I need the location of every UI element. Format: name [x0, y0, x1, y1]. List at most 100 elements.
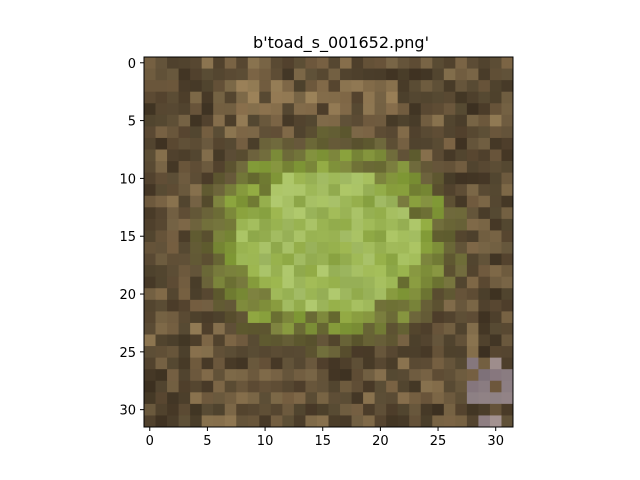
image-pixel: [466, 126, 479, 139]
image-pixel: [190, 218, 203, 231]
image-pixel: [293, 288, 306, 301]
image-pixel: [144, 276, 156, 289]
image-pixel: [351, 172, 364, 185]
image-pixel: [201, 230, 214, 243]
image-pixel: [293, 403, 306, 416]
image-pixel: [489, 137, 502, 150]
image-pixel: [201, 357, 214, 370]
image-pixel: [167, 80, 179, 93]
image-pixel: [167, 380, 179, 393]
image-pixel: [282, 103, 295, 116]
image-pixel: [316, 322, 329, 335]
image-pixel: [259, 357, 272, 370]
image-pixel: [316, 299, 329, 312]
image-pixel: [409, 126, 422, 139]
image-pixel: [328, 322, 341, 335]
image-pixel: [167, 172, 179, 185]
image-pixel: [305, 57, 318, 69]
image-pixel: [340, 218, 352, 231]
image-pixel: [305, 276, 318, 289]
image-pixel: [247, 265, 260, 278]
image-pixel: [501, 403, 514, 416]
image-pixel: [213, 380, 226, 393]
image-pixel: [270, 137, 283, 150]
image-pixel: [190, 322, 203, 335]
image-pixel: [374, 265, 387, 278]
image-pixel: [178, 265, 191, 278]
image-pixel: [236, 126, 249, 139]
image-pixel: [489, 403, 502, 416]
image-pixel: [178, 172, 191, 185]
image-pixel: [178, 415, 191, 428]
image-pixel: [190, 80, 203, 93]
image-pixel: [224, 242, 237, 254]
image-pixel: [478, 242, 491, 254]
image-pixel: [270, 91, 283, 104]
image-pixel: [305, 80, 318, 93]
image-pixel: [455, 126, 468, 139]
image-pixel: [501, 161, 514, 174]
image-pixel: [432, 114, 445, 127]
image-pixel: [432, 57, 445, 69]
image-pixel: [386, 137, 399, 150]
image-pixel: [247, 126, 260, 139]
image-pixel: [305, 114, 318, 127]
image-pixel: [328, 369, 341, 382]
image-pixel: [409, 103, 422, 116]
image-pixel: [167, 288, 179, 301]
image-pixel: [386, 369, 399, 382]
image-pixel: [455, 242, 468, 254]
image-pixel: [397, 357, 410, 370]
image-pixel: [259, 80, 272, 93]
image-pixel: [328, 346, 341, 359]
image-pixel: [489, 68, 502, 81]
image-pixel: [305, 126, 318, 139]
image-pixel: [167, 114, 179, 127]
image-pixel: [236, 403, 249, 416]
image-pixel: [305, 322, 318, 335]
image-pixel: [178, 103, 191, 116]
image-pixel: [455, 184, 468, 197]
image-pixel: [501, 334, 514, 347]
x-tick-label: 5: [203, 434, 211, 449]
image-pixel: [144, 346, 156, 359]
image-pixel: [374, 346, 387, 359]
image-pixel: [144, 126, 156, 139]
image-pixel: [247, 346, 260, 359]
image-pixel: [455, 288, 468, 301]
image-pixel: [247, 114, 260, 127]
image-pixel: [178, 253, 191, 266]
image-pixel: [455, 334, 468, 347]
image-pixel: [466, 137, 479, 150]
image-pixel: [432, 334, 445, 347]
image-pixel: [409, 172, 422, 185]
image-pixel: [374, 172, 387, 185]
image-pixel: [397, 161, 410, 174]
y-tick-label: 15: [119, 230, 136, 245]
image-pixel: [236, 380, 249, 393]
image-pixel: [213, 276, 226, 289]
image-pixel: [167, 242, 179, 254]
image-pixel: [167, 137, 179, 150]
image-pixel: [155, 403, 168, 416]
image-pixel: [190, 346, 203, 359]
image-pixel: [167, 161, 179, 174]
image-pixel: [397, 265, 410, 278]
image-pixel: [443, 403, 456, 416]
image-pixel: [316, 114, 329, 127]
image-pixel: [501, 346, 514, 359]
image-pixel: [443, 415, 456, 428]
image-pixel: [455, 161, 468, 174]
image-pixel: [167, 218, 179, 231]
image-pixel: [282, 91, 295, 104]
image-pixel: [305, 392, 318, 405]
image-pixel: [270, 357, 283, 370]
image-pixel: [155, 311, 168, 324]
image-pixel: [455, 149, 468, 162]
image-pixel: [282, 184, 295, 197]
image-pixel: [247, 380, 260, 393]
image-pixel: [455, 80, 468, 93]
image-pixel: [501, 288, 514, 301]
image-pixel: [213, 230, 226, 243]
image-pixel: [489, 161, 502, 174]
